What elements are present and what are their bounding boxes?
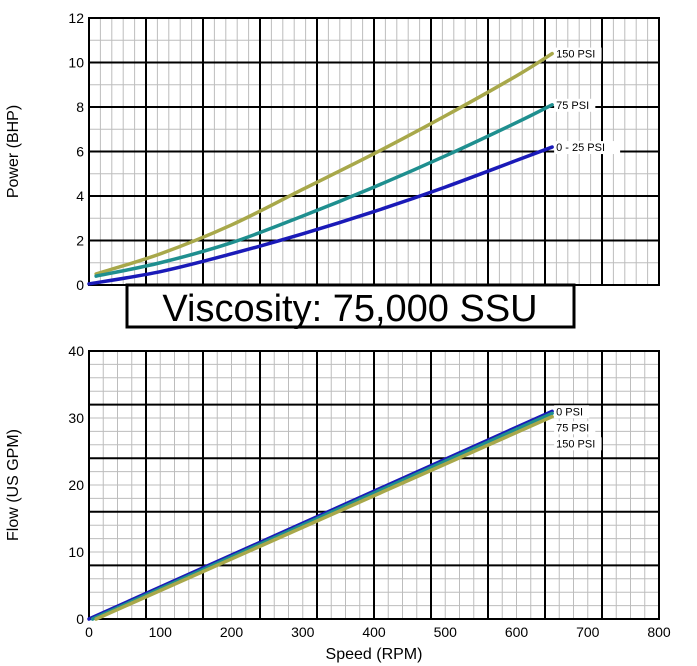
y-tick-label: 6: [76, 144, 84, 160]
y-tick-label: 12: [68, 10, 84, 26]
y-tick-label: 0: [76, 277, 84, 293]
y-axis-label: Flow (US GPM): [5, 429, 22, 541]
grid: [89, 18, 659, 285]
x-tick-label: 600: [505, 624, 529, 640]
viscosity-box-frame: [125, 283, 576, 329]
series-line: [94, 414, 554, 621]
x-tick-label: 0: [85, 624, 93, 640]
x-tick-label: 700: [576, 624, 600, 640]
x-tick-label: 800: [647, 624, 671, 640]
x-tick-label: 200: [220, 624, 244, 640]
series-line: [87, 145, 554, 286]
series-label-background: [554, 141, 621, 155]
y-axis-label: Power (BHP): [5, 105, 22, 198]
series-label: 0 - 25 PSI: [556, 142, 605, 154]
y-tick-label: 0: [76, 611, 84, 627]
series-label-background: [554, 47, 602, 61]
series-label: 150 PSI: [556, 438, 595, 450]
series-line: [94, 103, 554, 278]
y-tick-label: 4: [76, 188, 84, 204]
y-tick-label: 2: [76, 233, 84, 249]
series-line: [94, 51, 554, 276]
power-chart: 0 2 4 6 8 10 12 Power (BHP) 150 PSI 75 PSI 0 - 25 …: [5, 10, 660, 293]
y-tick-label: 8: [76, 99, 84, 115]
series-label: 75 PSI: [556, 100, 589, 112]
y-tick-label: 40: [68, 343, 84, 359]
y-tick-label: 10: [68, 544, 84, 560]
grid: [89, 351, 659, 619]
plot-frame: [88, 350, 660, 620]
series-label-background: [554, 98, 596, 112]
series-lines: [87, 51, 554, 286]
x-tick-label: 100: [149, 624, 173, 640]
series-label: 150 PSI: [556, 49, 595, 61]
series-label-background: [554, 405, 590, 419]
series-label: 0 PSI: [556, 406, 583, 418]
series-label: 75 PSI: [556, 422, 589, 434]
viscosity-box: Viscosity: 75,000 SSU: [125, 283, 576, 330]
series-lines: [87, 409, 554, 621]
y-tick-label: 30: [68, 410, 84, 426]
x-tick-label: 400: [362, 624, 386, 640]
x-tick-label: 500: [434, 624, 458, 640]
y-tick-label: 10: [68, 55, 84, 71]
x-axis-label: Speed (RPM): [326, 646, 423, 663]
y-tick-label: 20: [68, 477, 84, 493]
viscosity-label: Viscosity: 75,000 SSU: [162, 288, 537, 330]
series-label-background: [554, 437, 602, 451]
series-label-background: [554, 421, 596, 435]
x-tick-label: 300: [291, 624, 315, 640]
